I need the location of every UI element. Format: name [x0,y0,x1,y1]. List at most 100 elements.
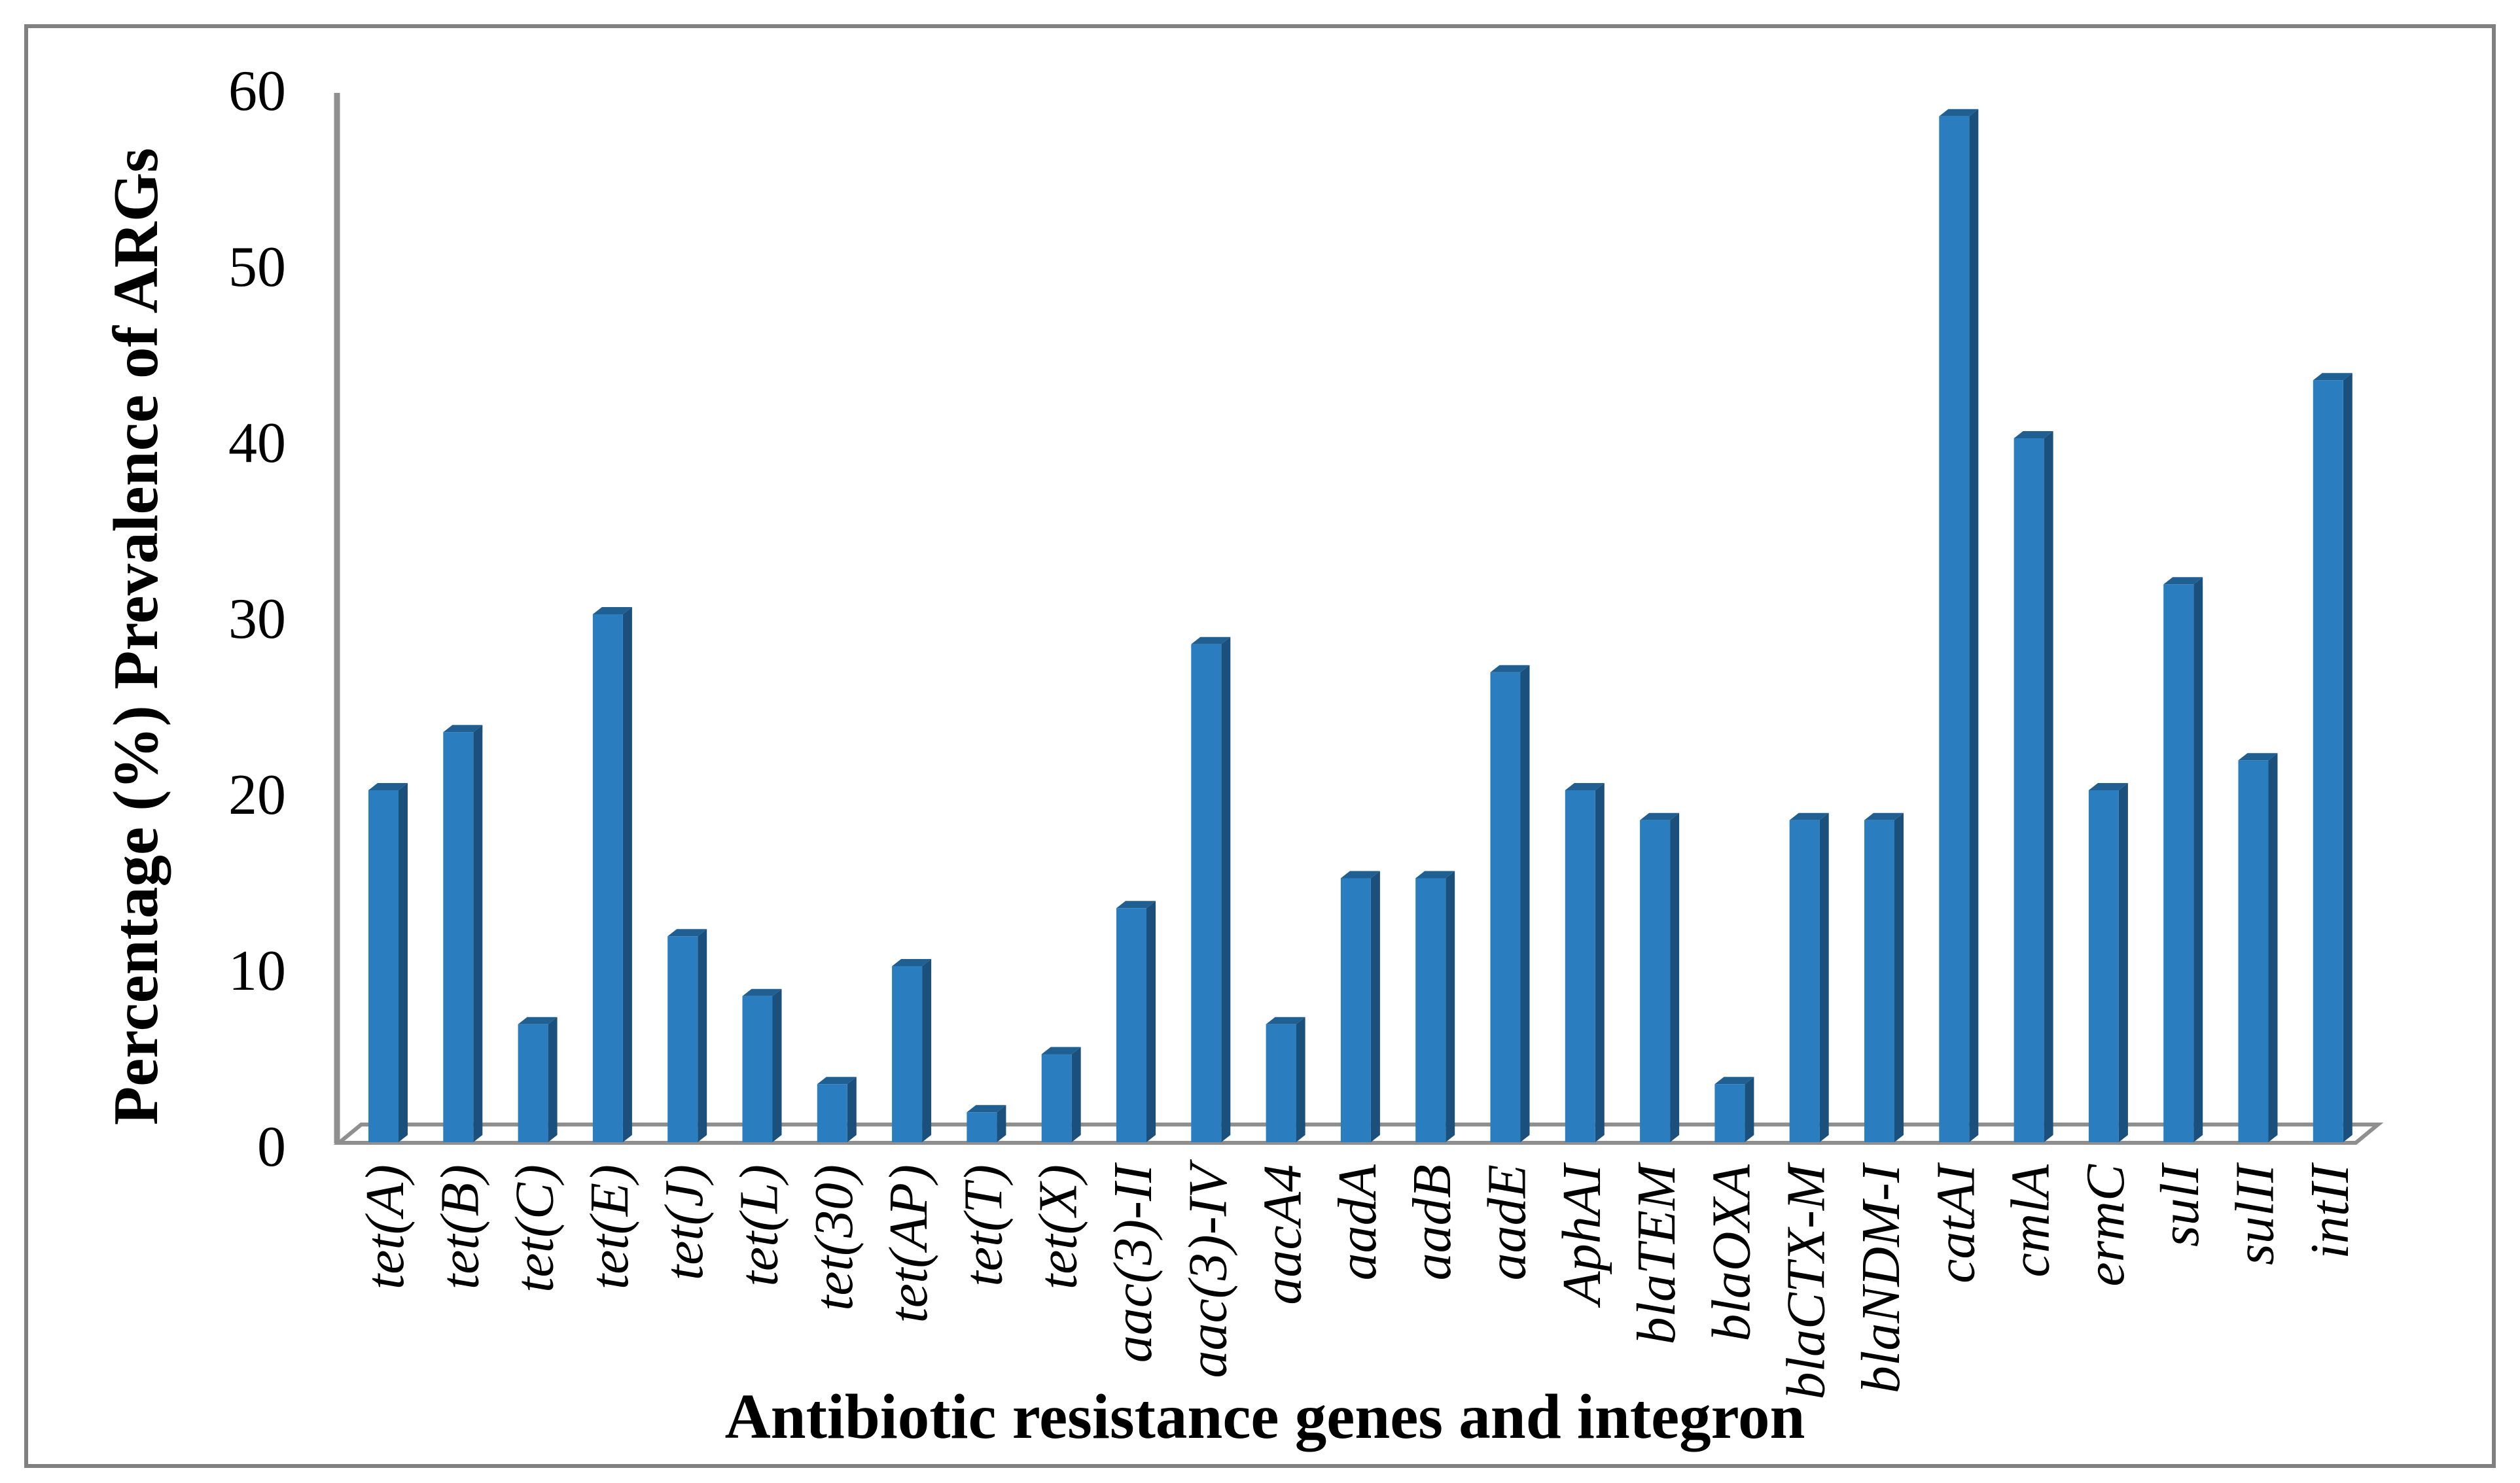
bar-front-face [967,1112,997,1142]
bar-front-face [1565,790,1595,1142]
bar [1939,109,1979,1143]
x-category-label: aadB [1402,1164,1463,1280]
bar-top-face [1490,665,1530,672]
bar-top-face [1640,812,1680,820]
bar [1266,1017,1305,1142]
x-category-label: aac(3)-IV [1177,1159,1238,1378]
bar-side-face [1595,783,1605,1142]
bar [518,1017,558,1142]
bar-front-face [368,790,399,1142]
bar-top-face [592,607,632,614]
y-tick-label: 50 [228,236,286,299]
bar-side-face [922,959,932,1142]
bar [1340,871,1380,1142]
x-category-label: sulII [2225,1162,2286,1265]
bar-front-face [2088,790,2119,1142]
x-category-label: tet(B) [429,1164,490,1289]
bar-side-face [2193,577,2203,1142]
bar-front-face [1714,1084,1745,1142]
bar-side-face [548,1017,558,1142]
bar [2088,783,2128,1142]
bar-front-face [1340,878,1371,1142]
bar-side-face [1969,109,1979,1143]
bar-front-face [2313,380,2343,1142]
bar [667,929,707,1142]
x-category-label: tet(C) [505,1164,565,1293]
bar-top-face [443,725,483,733]
x-category-label: tet(A) [355,1164,416,1289]
bar [2313,373,2352,1142]
bar [1191,637,1231,1142]
bar-side-face [1819,812,1829,1142]
x-category-label: tet(L) [729,1164,790,1287]
bar [592,607,632,1142]
bar-side-face [1071,1047,1081,1142]
y-tick-labels: 0 10 20 30 40 50 60 [228,60,286,1179]
bar [742,988,782,1142]
bar-front-face [892,966,923,1142]
bars-layer [368,109,2352,1143]
bar-side-face [772,988,782,1142]
x-category-label: cmlA [2000,1164,2061,1277]
bar-side-face [847,1077,857,1142]
x-category-label: tet(J) [654,1164,715,1280]
bar [443,725,483,1142]
bar-side-face [1370,871,1380,1142]
bar [2014,431,2053,1142]
bar-side-face [1221,637,1231,1142]
bar-front-face [518,1024,548,1142]
bar-top-face [1714,1077,1754,1085]
bar [2238,753,2278,1142]
bar-side-face [2343,373,2352,1142]
chart-floor [333,1123,2384,1145]
bar [1640,812,1680,1142]
bar-side-face [2268,753,2278,1142]
bar [1490,665,1530,1142]
bar-top-face [2313,373,2352,381]
bar-front-face [742,996,773,1142]
bar-front-face [1191,644,1222,1142]
bar-front-face [667,936,698,1142]
bar-top-face [368,783,408,790]
bar-front-face [1640,820,1671,1142]
y-tick-label: 30 [228,587,286,651]
bar-front-face [592,614,623,1142]
y-tick-label: 60 [228,60,286,123]
bar-side-face [1446,871,1455,1142]
bar-top-face [1415,871,1455,879]
x-category-label: aacA4 [1252,1164,1313,1305]
y-tick-label: 40 [228,411,286,475]
bar-front-face [1415,878,1446,1142]
x-category-label: blaCTX-M [1776,1162,1837,1399]
bar-front-face [1864,820,1894,1142]
bar-top-face [742,988,782,996]
y-tick-label: 10 [228,939,286,1003]
x-category-label: blaNDM-I [1851,1162,1911,1393]
bar-top-face [2238,753,2278,761]
x-category-label: aac(3)-II [1103,1162,1163,1363]
x-category-label: tet(X) [1028,1164,1089,1289]
bar-top-face [518,1017,558,1024]
x-category-label: blaTEM [1626,1162,1687,1344]
bar-side-face [1146,901,1156,1142]
bar [368,783,408,1142]
bar-top-face [1340,871,1380,879]
x-category-label: aadE [1477,1164,1538,1280]
bar-side-face [997,1105,1006,1142]
bar-top-face [1041,1047,1081,1055]
bar-front-face [443,732,474,1142]
bar-side-face [399,783,408,1142]
bar-front-face [1939,116,1970,1143]
bar-side-face [1296,1017,1305,1142]
x-axis-title: Antibiotic resistance genes and integron [725,1382,1805,1452]
bar-top-face [1789,812,1829,820]
x-category-label: tet(E) [579,1164,640,1289]
bar-side-face [1520,665,1530,1142]
x-category-labels: tet(A) tet(B) tet(C) tet(E) tet(J) tet(L) tet(… [355,1159,2360,1399]
bar-front-face [2238,760,2269,1142]
bar [1864,812,1904,1142]
bar [1714,1077,1754,1142]
bar-top-face [1939,109,1979,116]
bar-top-face [892,959,932,966]
